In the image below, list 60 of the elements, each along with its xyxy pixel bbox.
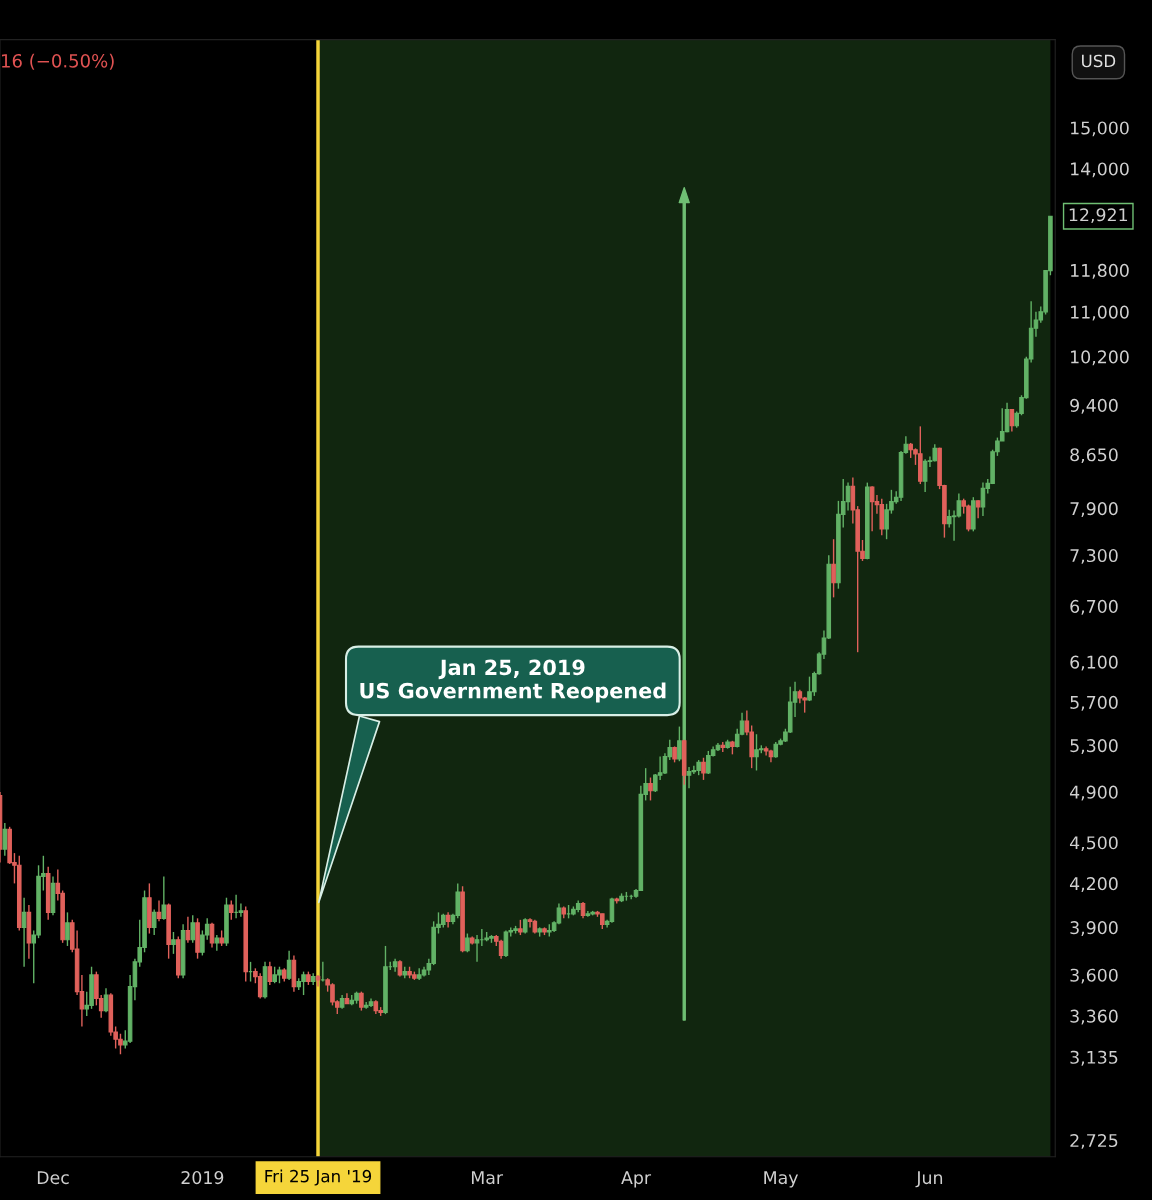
candlestick	[228, 899, 234, 921]
ref-line-label: Fri 25 Jan '19	[265, 1169, 372, 1186]
candlestick	[686, 766, 692, 789]
candlestick	[503, 929, 509, 958]
annotation: Jan 25, 2019 US Government Reopened	[360, 659, 666, 703]
y-tick-label: 15,000	[1071, 121, 1129, 137]
candlestick	[65, 911, 70, 947]
candlestick	[359, 990, 364, 1012]
y-tick-label: 11,000	[1071, 305, 1129, 321]
y-tick-label: 8,650	[1070, 448, 1118, 464]
y-tick-label: 3,135	[1070, 1050, 1118, 1066]
candlestick	[257, 972, 263, 1000]
candlestick	[161, 875, 167, 921]
y-tick-label: 4,900	[1069, 785, 1118, 801]
candlestick	[831, 538, 836, 599]
x-tick-label: Jun	[915, 1171, 943, 1188]
x-tick-label: May	[764, 1171, 799, 1188]
y-tick-label: 3,600	[1070, 968, 1118, 984]
y-tick-label: 3,360	[1070, 1009, 1118, 1025]
candlestick	[455, 882, 461, 920]
candlestick	[701, 757, 706, 781]
y-tick-label: 10,200	[1071, 350, 1129, 366]
candlestick	[151, 908, 157, 936]
y-tick-label: 5,700	[1070, 695, 1118, 711]
annotation: 12,921	[1069, 208, 1128, 224]
candlestick	[922, 458, 928, 493]
annotation: 16 (−0.50%)	[1, 53, 114, 70]
candlestick	[2, 822, 8, 857]
candlestick	[527, 917, 533, 929]
candlestick	[103, 987, 109, 1014]
candlestick	[267, 961, 273, 986]
candlestick	[869, 485, 875, 533]
candlestick	[465, 932, 470, 953]
candlestick	[975, 499, 981, 519]
candlestick	[320, 961, 326, 983]
y-tick-label: 9,400	[1070, 398, 1118, 414]
y-tick-label: 7,900	[1070, 502, 1118, 517]
y-tick-label: 3,900	[1070, 921, 1118, 937]
candlestick	[190, 914, 196, 944]
x-tick-label: Dec	[37, 1171, 69, 1185]
candlestick	[980, 481, 986, 517]
y-tick-label: 6,100	[1070, 655, 1118, 671]
x-tick-label: Mar	[471, 1171, 504, 1185]
y-tick-label: 14,000	[1071, 162, 1129, 178]
candlestick	[648, 776, 653, 802]
y-tick-label: 2,725	[1070, 1133, 1118, 1149]
text: USD	[1082, 54, 1116, 68]
candlestick	[156, 899, 162, 923]
y-tick-label: 4,200	[1069, 877, 1118, 893]
candlestick	[171, 931, 176, 955]
x-tick-label: 2019	[181, 1171, 224, 1185]
x-tick-label: Apr	[621, 1171, 652, 1188]
y-tick-label: 5,300	[1070, 739, 1118, 754]
y-tick-label: 6,700	[1070, 599, 1118, 615]
candlestick	[677, 725, 682, 762]
candlestick	[238, 902, 244, 918]
y-tick-label: 7,300	[1070, 548, 1118, 564]
y-tick-label: 4,500	[1069, 836, 1118, 852]
y-tick-label: 11,800	[1071, 263, 1129, 279]
candlestick	[214, 934, 220, 952]
